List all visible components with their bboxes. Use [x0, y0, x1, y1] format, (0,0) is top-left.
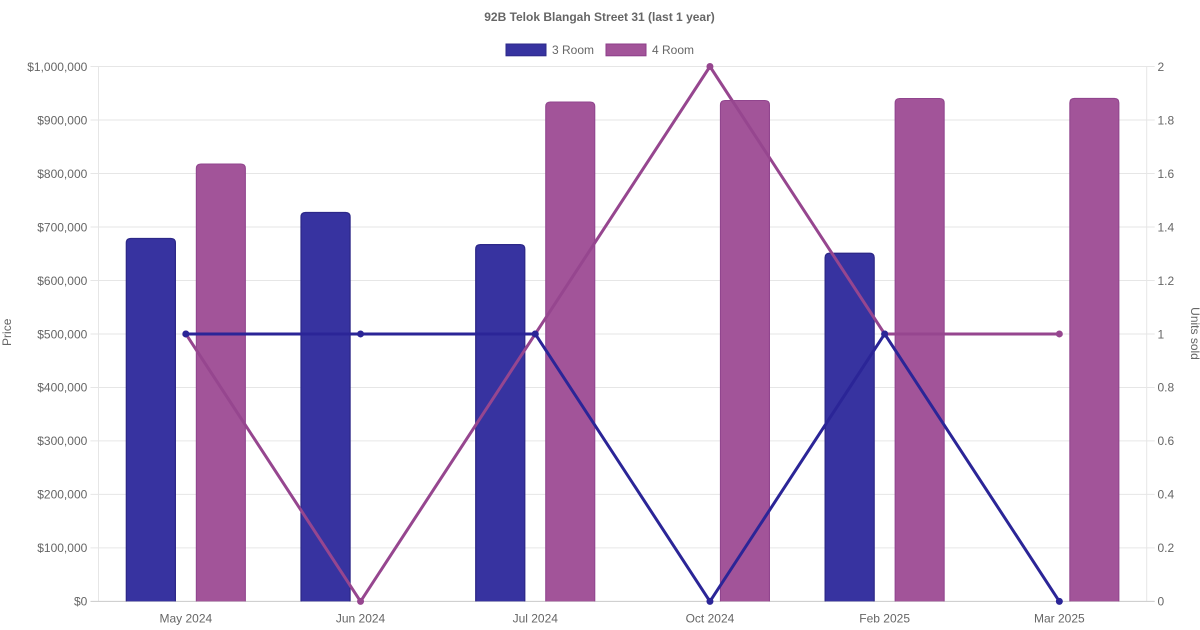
svg-text:$900,000: $900,000 [37, 113, 87, 127]
svg-text:Units sold: Units sold [1188, 307, 1200, 360]
svg-text:May 2024: May 2024 [159, 611, 212, 625]
svg-text:1.2: 1.2 [1158, 274, 1175, 288]
svg-text:0.6: 0.6 [1158, 434, 1175, 448]
svg-text:1.6: 1.6 [1158, 167, 1175, 181]
svg-text:$200,000: $200,000 [37, 488, 87, 502]
svg-text:Jul 2024: Jul 2024 [513, 611, 559, 625]
svg-text:Jun 2024: Jun 2024 [336, 611, 386, 625]
svg-text:0.2: 0.2 [1158, 541, 1175, 555]
svg-text:1: 1 [1158, 327, 1165, 341]
svg-text:$500,000: $500,000 [37, 327, 87, 341]
svg-text:$700,000: $700,000 [37, 220, 87, 234]
svg-text:Mar 2025: Mar 2025 [1034, 611, 1085, 625]
svg-text:0.8: 0.8 [1158, 381, 1175, 395]
svg-text:Price: Price [0, 318, 14, 346]
svg-text:Feb 2025: Feb 2025 [859, 611, 910, 625]
svg-text:$1,000,000: $1,000,000 [27, 60, 87, 74]
svg-text:$100,000: $100,000 [37, 541, 87, 555]
svg-text:1.8: 1.8 [1158, 113, 1175, 127]
svg-text:$0: $0 [74, 595, 88, 609]
svg-text:92B Telok Blangah Street 31 (l: 92B Telok Blangah Street 31 (last 1 year… [484, 10, 715, 24]
svg-text:Oct 2024: Oct 2024 [686, 611, 735, 625]
svg-text:0.4: 0.4 [1158, 488, 1175, 502]
svg-text:0: 0 [1158, 595, 1165, 609]
svg-text:4 Room: 4 Room [652, 43, 694, 57]
svg-text:$400,000: $400,000 [37, 381, 87, 395]
svg-text:1.4: 1.4 [1158, 220, 1175, 234]
svg-text:2: 2 [1158, 60, 1165, 74]
svg-text:$600,000: $600,000 [37, 274, 87, 288]
svg-text:$800,000: $800,000 [37, 167, 87, 181]
svg-text:$300,000: $300,000 [37, 434, 87, 448]
svg-text:3 Room: 3 Room [552, 43, 594, 57]
